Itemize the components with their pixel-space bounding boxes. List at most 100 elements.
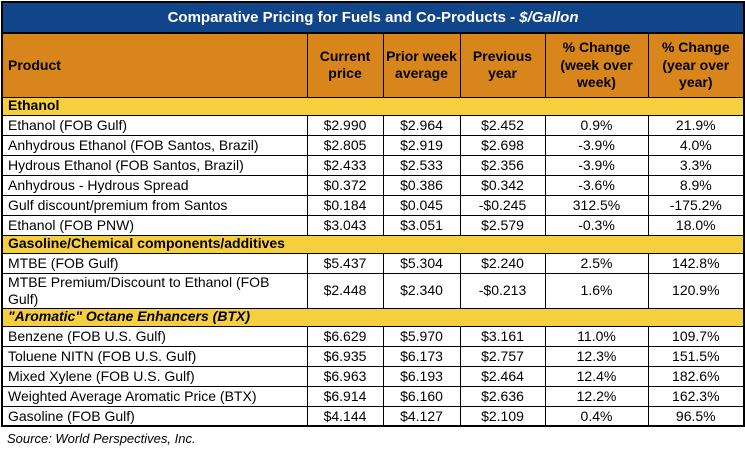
- product-cell: Gulf discount/premium from Santos: [1, 194, 308, 216]
- value-cell: $6.173: [382, 345, 461, 367]
- product-cell: Hydrous Ethanol (FOB Santos, Brazil): [1, 154, 308, 176]
- table-row: MTBE Premium/Discount to Ethanol (FOB Gu…: [1, 272, 745, 309]
- value-cell: 12.3%: [544, 345, 649, 367]
- value-cell: $2.579: [459, 214, 546, 236]
- value-cell: $2.757: [459, 345, 546, 367]
- value-cell: $2.433: [306, 154, 384, 176]
- value-cell: 120.9%: [647, 272, 745, 309]
- value-cell: 8.9%: [647, 174, 745, 196]
- value-cell: 12.2%: [544, 385, 649, 407]
- value-cell: $0.386: [382, 174, 461, 196]
- value-cell: 18.0%: [647, 214, 745, 236]
- product-cell: Weighted Average Aromatic Price (BTX): [1, 385, 308, 407]
- value-cell: $0.372: [306, 174, 384, 196]
- value-cell: 1.6%: [544, 272, 649, 309]
- value-cell: 96.5%: [647, 405, 745, 427]
- value-cell: $2.919: [382, 134, 461, 156]
- section-header-row: "Aromatic" Octane Enhancers (BTX): [1, 307, 745, 327]
- value-cell: 2.5%: [544, 252, 649, 274]
- product-cell: Toluene NITN (FOB U.S. Gulf): [1, 345, 308, 367]
- product-cell: MTBE Premium/Discount to Ethanol (FOB Gu…: [1, 272, 308, 309]
- column-header-row: Product Current price Prior week average…: [1, 32, 745, 98]
- pricing-table: Comparative Pricing for Fuels and Co-Pro…: [1, 1, 745, 427]
- column-header-pct-change-yoy: % Change (year over year): [647, 32, 745, 98]
- section-header-row: Gasoline/Chemical components/additives: [1, 234, 745, 254]
- value-cell: $2.240: [459, 252, 546, 274]
- value-cell: $2.990: [306, 114, 384, 136]
- column-header-prior-week-average: Prior week average: [382, 32, 461, 98]
- value-cell: $2.805: [306, 134, 384, 156]
- value-cell: $6.914: [306, 385, 384, 407]
- column-header-pct-change-wow: % Change (week over week): [544, 32, 649, 98]
- value-cell: $2.464: [459, 365, 546, 387]
- table-row: Toluene NITN (FOB U.S. Gulf) $6.935 $6.173…: [1, 345, 745, 367]
- section-label: Gasoline/Chemical components/additives: [1, 234, 745, 254]
- section-label: Ethanol: [1, 96, 745, 116]
- value-cell: $2.109: [459, 405, 546, 427]
- product-cell: Mixed Xylene (FOB U.S. Gulf): [1, 365, 308, 387]
- value-cell: 151.5%: [647, 345, 745, 367]
- value-cell: 11.0%: [544, 325, 649, 347]
- table-row: Benzene (FOB U.S. Gulf) $6.629 $5.970 $3.16…: [1, 325, 745, 347]
- table-body: Ethanol Ethanol (FOB Gulf) $2.990 $2.964 $2.…: [1, 96, 745, 427]
- value-cell: $2.698: [459, 134, 546, 156]
- product-cell: Ethanol (FOB Gulf): [1, 114, 308, 136]
- value-cell: 142.8%: [647, 252, 745, 274]
- value-cell: $5.304: [382, 252, 461, 274]
- table-row: MTBE (FOB Gulf) $5.437 $5.304 $2.240 2.5% 142…: [1, 252, 745, 274]
- value-cell: $2.356: [459, 154, 546, 176]
- column-header-previous-year: Previous year: [459, 32, 546, 98]
- value-cell: -3.6%: [544, 174, 649, 196]
- value-cell: 4.0%: [647, 134, 745, 156]
- value-cell: $0.342: [459, 174, 546, 196]
- value-cell: -0.3%: [544, 214, 649, 236]
- value-cell: $5.970: [382, 325, 461, 347]
- table-title-unit: $/Gallon: [519, 9, 579, 26]
- value-cell: $2.448: [306, 272, 384, 309]
- value-cell: -$0.245: [459, 194, 546, 216]
- value-cell: 182.6%: [647, 365, 745, 387]
- table-row: Gulf discount/premium from Santos $0.184 $…: [1, 194, 745, 216]
- value-cell: $0.184: [306, 194, 384, 216]
- product-cell: MTBE (FOB Gulf): [1, 252, 308, 274]
- value-cell: $5.437: [306, 252, 384, 274]
- column-header-current-price: Current price: [306, 32, 384, 98]
- table-row: Anhydrous Ethanol (FOB Santos, Brazil) $2…: [1, 134, 745, 156]
- table-row: Gasoline (FOB Gulf) $4.144 $4.127 $2.109 0.4…: [1, 405, 745, 427]
- product-cell: Gasoline (FOB Gulf): [1, 405, 308, 427]
- product-cell: Benzene (FOB U.S. Gulf): [1, 325, 308, 347]
- value-cell: 21.9%: [647, 114, 745, 136]
- value-cell: 162.3%: [647, 385, 745, 407]
- value-cell: $2.340: [382, 272, 461, 309]
- value-cell: 109.7%: [647, 325, 745, 347]
- value-cell: 12.4%: [544, 365, 649, 387]
- value-cell: $0.045: [382, 194, 461, 216]
- value-cell: $4.144: [306, 405, 384, 427]
- section-header-row: Ethanol: [1, 96, 745, 116]
- value-cell: $6.160: [382, 385, 461, 407]
- value-cell: $3.043: [306, 214, 384, 236]
- value-cell: -3.9%: [544, 134, 649, 156]
- table-row: Hydrous Ethanol (FOB Santos, Brazil) $2.4…: [1, 154, 745, 176]
- title-row: Comparative Pricing for Fuels and Co-Pro…: [1, 1, 745, 34]
- value-cell: -$0.213: [459, 272, 546, 309]
- value-cell: $6.935: [306, 345, 384, 367]
- value-cell: 0.9%: [544, 114, 649, 136]
- table-row: Ethanol (FOB Gulf) $2.990 $2.964 $2.452 0.9%…: [1, 114, 745, 136]
- product-cell: Anhydrous Ethanol (FOB Santos, Brazil): [1, 134, 308, 156]
- value-cell: 312.5%: [544, 194, 649, 216]
- value-cell: 0.4%: [544, 405, 649, 427]
- value-cell: $2.636: [459, 385, 546, 407]
- column-header-product: Product: [1, 32, 308, 98]
- value-cell: $6.629: [306, 325, 384, 347]
- value-cell: $3.051: [382, 214, 461, 236]
- product-cell: Anhydrous - Hydrous Spread: [1, 174, 308, 196]
- value-cell: $2.533: [382, 154, 461, 176]
- value-cell: $4.127: [382, 405, 461, 427]
- value-cell: $2.964: [382, 114, 461, 136]
- table-row: Weighted Average Aromatic Price (BTX) $6.…: [1, 385, 745, 407]
- value-cell: -175.2%: [647, 194, 745, 216]
- value-cell: $6.193: [382, 365, 461, 387]
- table-title-main: Comparative Pricing for Fuels and Co-Pro…: [167, 9, 520, 26]
